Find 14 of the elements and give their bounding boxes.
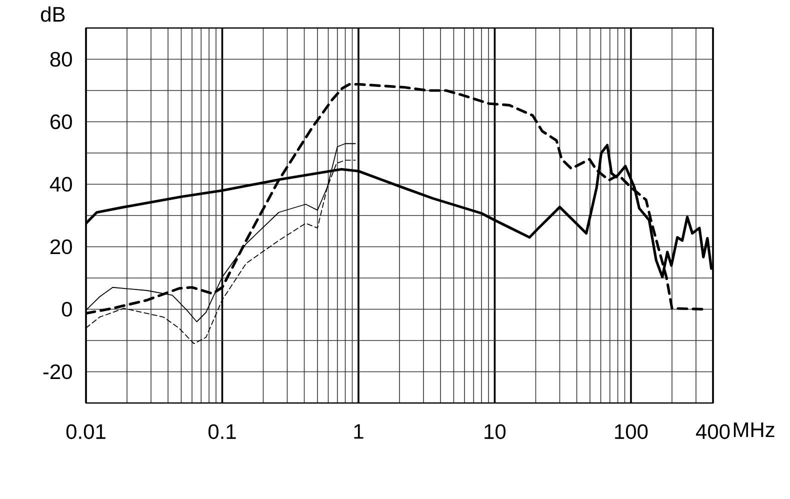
x-tick-label: 1	[354, 424, 364, 439]
y-tick-label: 60	[50, 114, 72, 130]
x-tick-label: 400	[696, 424, 730, 440]
y-tick-label: 80	[50, 52, 72, 67]
y-tick-label: 40	[50, 176, 72, 192]
x-tick-label: 0.01	[66, 424, 106, 440]
y-tick-label: 0	[62, 302, 72, 317]
x-axis-title: MHz	[734, 422, 774, 437]
x-tick-label: 100	[615, 424, 648, 440]
y-tick-label: -20	[43, 364, 72, 380]
x-tick-label: 0.1	[208, 424, 236, 440]
x-tick-label: 10	[484, 424, 506, 440]
y-axis-title: dB	[40, 6, 65, 22]
y-tick-label: 20	[50, 239, 72, 254]
